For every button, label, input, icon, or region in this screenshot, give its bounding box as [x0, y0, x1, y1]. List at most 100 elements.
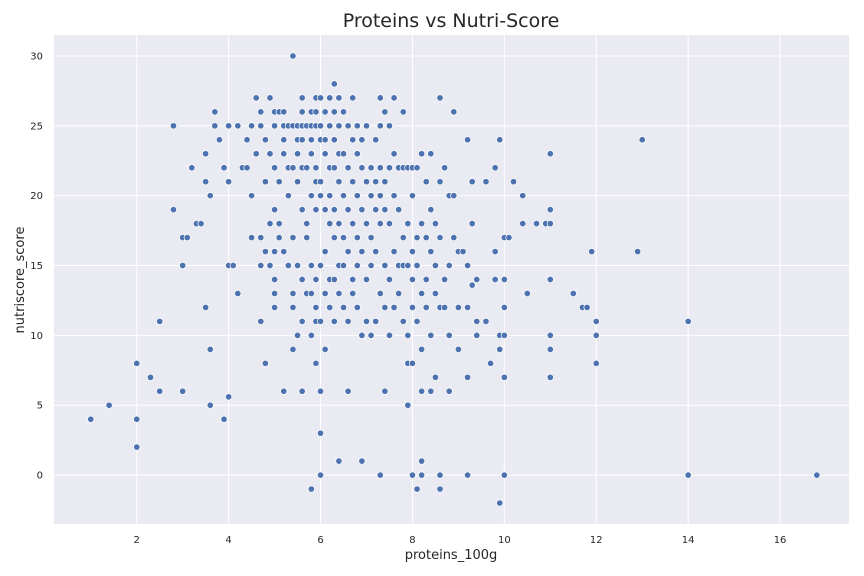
data-point: [294, 178, 302, 186]
data-point: [418, 387, 426, 395]
data-point: [445, 261, 453, 270]
data-point: [436, 485, 444, 493]
data-point: [422, 178, 430, 186]
data-point: [330, 234, 338, 242]
data-point: [395, 289, 403, 298]
data-point: [422, 303, 430, 311]
data-point: [362, 178, 371, 186]
data-point: [169, 122, 178, 130]
data-point: [546, 331, 554, 339]
data-point: [473, 331, 481, 339]
data-point: [546, 373, 554, 381]
data-point: [330, 136, 338, 144]
data-point: [307, 485, 315, 493]
data-point: [408, 303, 416, 311]
data-point: [326, 122, 334, 130]
data-point: [390, 248, 398, 256]
data-point: [211, 122, 219, 130]
data-point: [312, 108, 320, 116]
data-point: [289, 164, 297, 172]
data-point: [266, 220, 274, 228]
data-point: [546, 206, 554, 214]
data-point: [307, 150, 315, 158]
data-point: [321, 136, 329, 144]
data-point: [339, 303, 348, 311]
data-points: [87, 52, 821, 507]
data-point: [179, 387, 187, 395]
data-point: [385, 122, 394, 130]
data-point: [316, 192, 325, 200]
data-point: [298, 275, 306, 284]
data-point: [349, 275, 357, 284]
data-point: [684, 317, 692, 325]
data-point: [339, 261, 348, 270]
data-point: [404, 220, 412, 228]
data-point: [321, 345, 329, 353]
data-point: [353, 303, 361, 311]
data-point: [372, 136, 380, 144]
data-point: [459, 248, 467, 256]
y-tick-labels: 0 5 10 15 20 25 30: [30, 51, 43, 481]
data-point: [339, 234, 348, 242]
data-point: [280, 150, 288, 158]
data-point: [583, 303, 591, 311]
data-point: [496, 136, 504, 144]
data-point: [312, 275, 320, 284]
data-point: [271, 275, 279, 284]
data-point: [532, 220, 541, 228]
data-point: [206, 345, 214, 353]
data-point: [344, 317, 352, 325]
data-point: [307, 331, 315, 339]
data-point: [271, 164, 279, 172]
data-point: [248, 234, 256, 242]
data-point: [215, 136, 223, 144]
data-point: [588, 248, 596, 256]
data-point: [234, 289, 242, 298]
data-point: [376, 471, 384, 479]
data-point: [261, 248, 269, 256]
data-point: [592, 359, 600, 367]
data-point: [316, 471, 325, 479]
data-point: [450, 234, 458, 242]
y-tick-label: 10: [30, 331, 43, 342]
data-point: [592, 331, 600, 339]
data-point: [358, 164, 366, 172]
data-point: [468, 178, 476, 186]
data-point: [225, 122, 233, 130]
data-point: [418, 345, 426, 353]
y-axis-label: nutriscore_score: [13, 227, 28, 334]
data-point: [546, 220, 554, 228]
data-point: [431, 261, 439, 270]
data-point: [344, 387, 352, 395]
data-point: [441, 164, 449, 172]
data-point: [422, 275, 430, 284]
data-point: [266, 150, 274, 158]
x-tick-label: 10: [498, 535, 511, 546]
y-tick-label: 25: [30, 121, 43, 132]
data-point: [592, 317, 600, 325]
data-point: [450, 108, 458, 116]
data-point: [523, 289, 531, 298]
data-point: [303, 234, 311, 242]
data-point: [500, 275, 508, 284]
data-point: [335, 94, 343, 102]
data-point: [381, 261, 389, 270]
data-point: [427, 248, 435, 256]
data-point: [390, 192, 398, 200]
data-point: [395, 206, 403, 214]
y-tick-label: 30: [30, 51, 43, 62]
data-point: [307, 136, 315, 144]
data-point: [289, 52, 297, 60]
data-point: [344, 248, 352, 256]
data-point: [487, 359, 495, 367]
data-point: [275, 234, 283, 242]
data-point: [500, 471, 508, 479]
data-point: [496, 499, 504, 507]
data-point: [146, 373, 155, 381]
data-point: [280, 108, 288, 116]
data-point: [372, 206, 380, 214]
data-point: [271, 289, 279, 298]
data-point: [546, 275, 554, 284]
data-point: [431, 289, 439, 298]
data-point: [339, 150, 348, 158]
